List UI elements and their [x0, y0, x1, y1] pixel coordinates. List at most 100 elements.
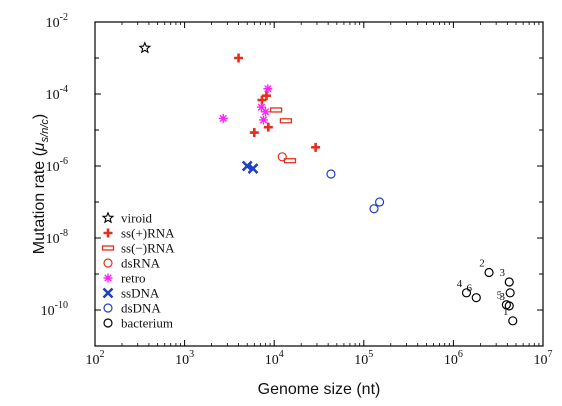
point-annotation: 5 [497, 290, 503, 302]
bacterium-point [471, 293, 481, 303]
y-tick-base: 10 [46, 16, 60, 31]
y-axis-title-subscript: s/n/c [39, 119, 51, 143]
legend-marker [103, 228, 113, 238]
x-axis-title: Genome size (nt) [258, 381, 381, 398]
ss-rna-point [249, 128, 259, 138]
dsrna-point [277, 152, 287, 162]
point-annotation: 2 [479, 258, 485, 270]
point-annotation: 3 [499, 267, 505, 279]
legend-label: viroid [121, 211, 153, 226]
retro-point [261, 107, 271, 117]
x-tick-exponent: 7 [548, 349, 553, 360]
legend-item-dsrna: dsRNA [103, 256, 161, 271]
x-tick-base: 10 [444, 353, 458, 368]
y-tick-label: 10-10 [41, 300, 68, 319]
ss-rna-point [263, 122, 273, 132]
ss-rna-point [269, 107, 283, 113]
dsdna-point [374, 197, 385, 207]
x-tick-base: 10 [86, 353, 100, 368]
x-tick-exponent: 4 [279, 349, 284, 360]
y-tick-base: 10 [46, 88, 60, 103]
legend-item-dsdna: dsDNA [103, 301, 161, 316]
x-tick-label: 104 [265, 349, 284, 368]
x-tick-exponent: 2 [100, 349, 105, 360]
y-tick-base: 10 [46, 160, 60, 175]
retro-point [256, 102, 266, 112]
series-dsrna [277, 152, 287, 162]
dsdna-point [326, 169, 336, 179]
series-ssdna [241, 160, 259, 174]
legend-item-bacterium: bacterium [103, 316, 173, 331]
x-tick-exponent: 3 [189, 349, 194, 360]
legend-marker [103, 258, 113, 268]
x-tick-base: 10 [265, 353, 279, 368]
y-tick-exponent: -6 [60, 156, 68, 167]
bacterium-point [508, 316, 518, 326]
y-axis-title-close: ) [31, 114, 48, 119]
ss-rna-point [311, 142, 321, 152]
series-retro [218, 84, 273, 125]
x-tick-label: 106 [444, 349, 463, 368]
y-axis-title-mu: μ [31, 142, 48, 152]
y-tick-label: 10-6 [46, 156, 68, 175]
point-annotation: 6 [467, 283, 473, 295]
x-tick-base: 10 [354, 353, 368, 368]
series-ss-rna [269, 107, 297, 164]
bacterium-point [505, 288, 515, 298]
x-tick-label: 102 [86, 349, 105, 368]
ssdna-point [247, 163, 259, 174]
y-tick-exponent: -4 [60, 84, 68, 95]
ss-rna-point [234, 53, 244, 63]
bacterium-point [484, 267, 494, 278]
point-annotation: 3 [499, 291, 505, 303]
legend-label: ss(+)RNA [121, 226, 175, 241]
ssdna-point [241, 160, 253, 172]
legend-item-retro: retro [103, 271, 146, 286]
x-tick-label: 105 [354, 349, 373, 368]
point-annotation: 1 [503, 306, 509, 318]
legend-item-ssdna: ssDNA [102, 286, 160, 301]
ss-rna-point [261, 91, 271, 101]
series-viroid [138, 41, 152, 54]
legend-label: dsRNA [121, 256, 161, 271]
ss-rna-point [283, 158, 297, 164]
y-axis-title: Mutation rate (μs/n/c) [31, 114, 51, 254]
y-tick-label: 10-2 [46, 12, 68, 31]
legend-marker [103, 273, 113, 283]
retro-point [259, 115, 269, 125]
legend-label: ssDNA [121, 286, 160, 301]
series-ss-rna [234, 53, 321, 152]
bacterium-point [461, 288, 472, 298]
legend-item-viroid: viroid [101, 211, 153, 226]
y-tick-base: 10 [41, 304, 55, 319]
ss-rna-point [279, 118, 293, 124]
retro-point [263, 84, 273, 94]
y-tick-base: 10 [46, 232, 60, 247]
legend: viroidss(+)RNAss(−)RNAdsRNAretrossDNAdsD… [101, 211, 175, 331]
y-tick-exponent: -10 [55, 300, 68, 311]
y-axis-title-main: Mutation rate ( [31, 150, 48, 254]
viroid-point [138, 41, 152, 54]
x-tick-label: 103 [175, 349, 194, 368]
legend-marker [101, 211, 115, 224]
x-tick-base: 10 [175, 353, 189, 368]
point-annotation: 4 [457, 278, 463, 290]
y-tick-exponent: -2 [60, 12, 68, 23]
legend-label: dsDNA [121, 301, 161, 316]
legend-label: ss(−)RNA [121, 241, 175, 256]
plot-frame [94, 21, 544, 347]
retro-point [218, 113, 228, 123]
legend-marker [101, 245, 115, 251]
legend-marker [103, 303, 113, 313]
legend-marker [103, 318, 113, 328]
y-tick-label: 10-8 [46, 228, 68, 247]
y-tick-exponent: -8 [60, 228, 68, 239]
bacterium-point [504, 301, 514, 311]
x-tick-label: 107 [534, 349, 553, 368]
legend-item-ss-rna: ss(+)RNA [103, 226, 175, 241]
